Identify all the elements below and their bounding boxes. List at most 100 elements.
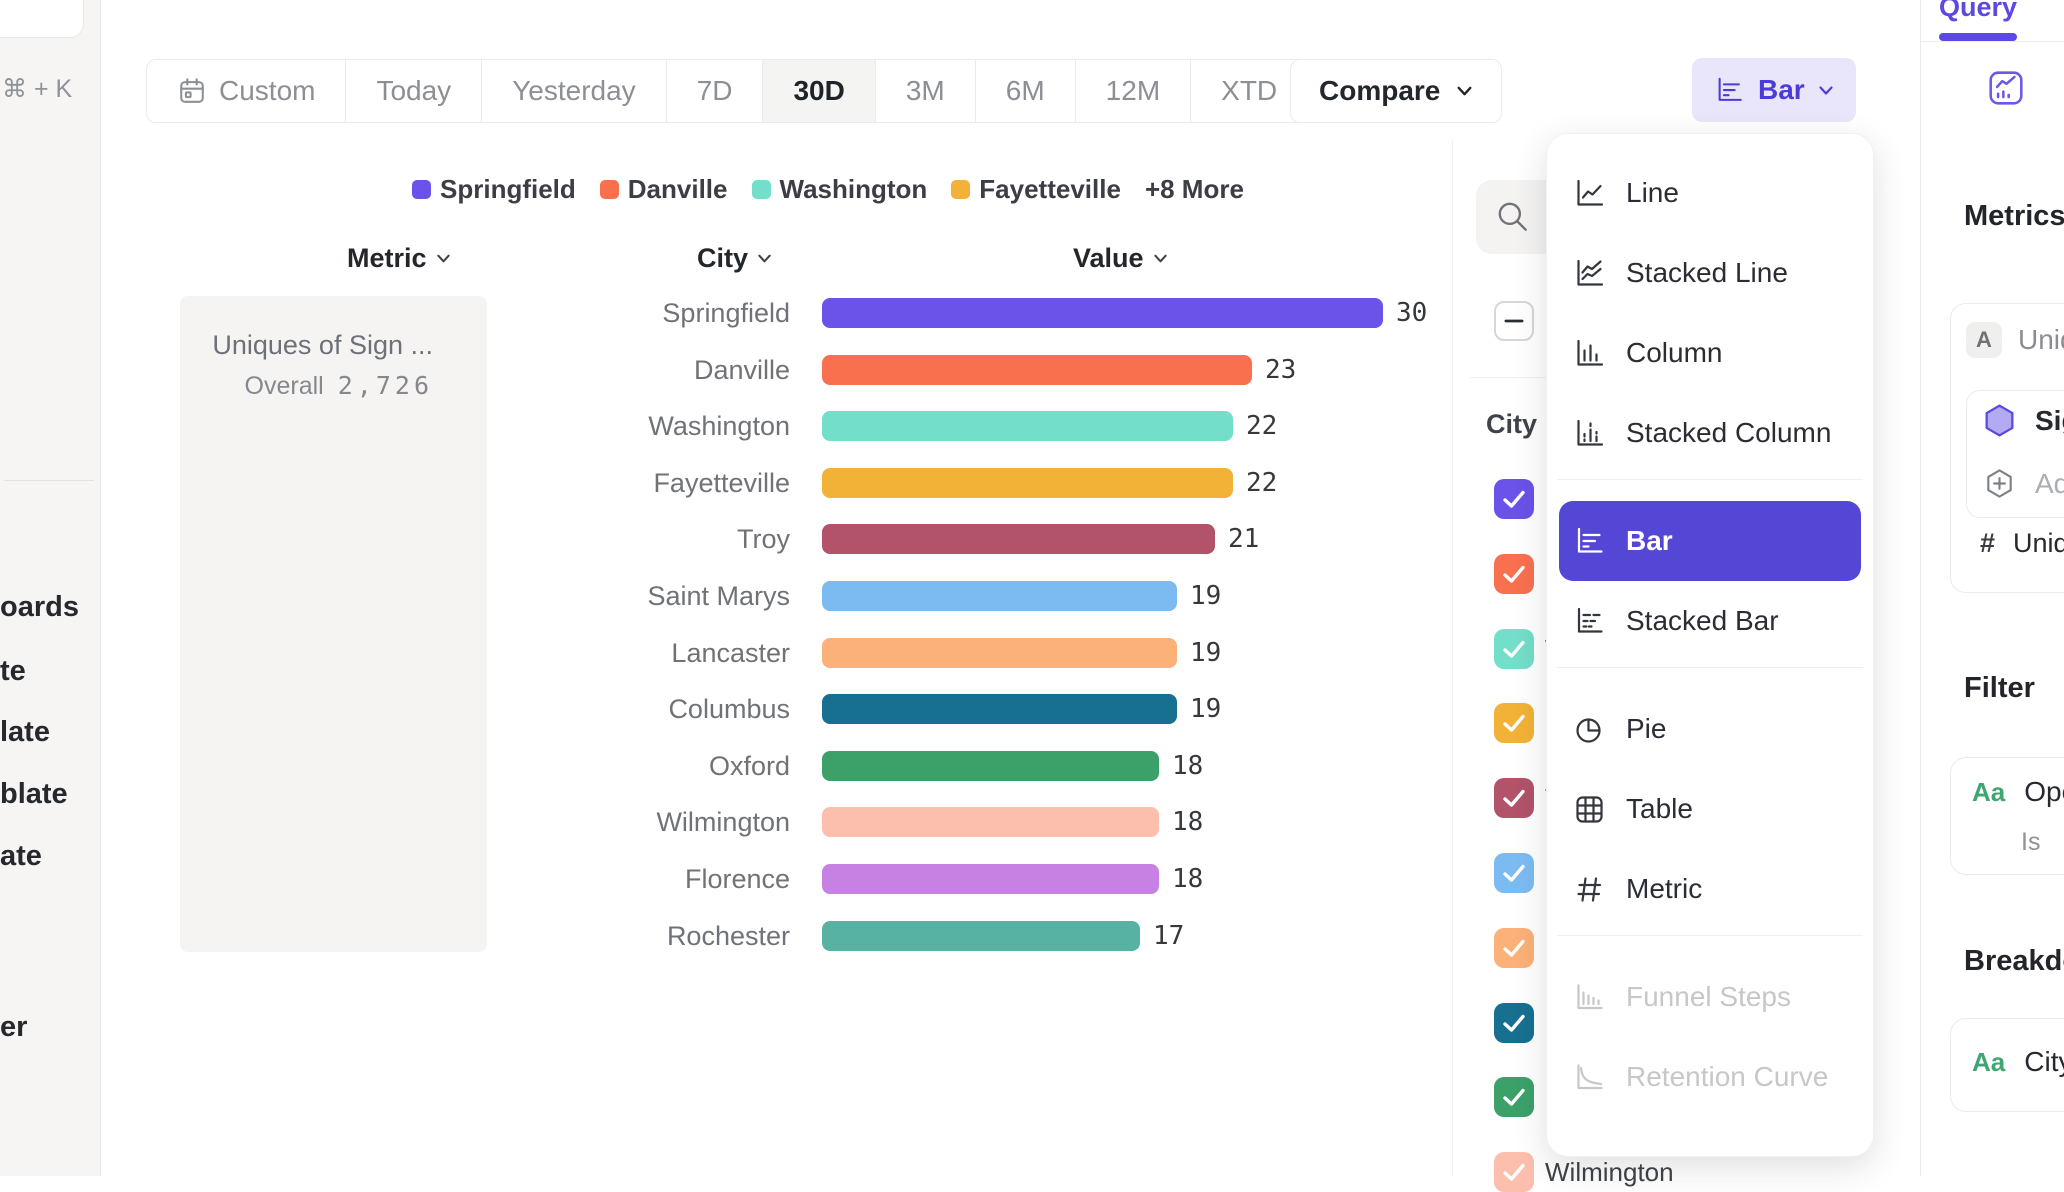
aggregation-row[interactable]: # Uniqu [1980,528,2064,559]
city-checkbox-saint-marys[interactable] [1494,853,1534,893]
rail-item-oards[interactable]: oards [0,591,79,623]
menu-item-table[interactable]: Table [1559,769,1861,849]
menu-item-line[interactable]: Line [1559,153,1861,233]
breakdown-property-name: City [2024,1046,2064,1077]
bar-florence[interactable] [822,864,1159,894]
filter-card[interactable] [1950,757,2064,875]
bar-springfield[interactable] [822,298,1383,328]
city-checkbox-oxford[interactable] [1494,1077,1534,1117]
menu-item-pie[interactable]: Pie [1559,689,1861,769]
metrics-header: Metrics [1964,200,2064,232]
date-range-7d[interactable]: 7D [665,60,763,122]
city-checkbox-columbus[interactable] [1494,1003,1534,1043]
city-checkbox-washington[interactable] [1494,629,1534,669]
compare-button[interactable]: Compare [1290,59,1503,123]
legend-item-danville[interactable]: Danville [599,174,728,205]
insights-chart-icon[interactable] [1987,69,2025,107]
category-label: Fayetteville [653,467,790,498]
metric-summary-card[interactable]: Uniques of Sign ... Overall 2,726 [180,296,487,952]
bar-lancaster[interactable] [822,638,1177,668]
rail-search-box[interactable] [0,0,84,38]
date-range-custom[interactable]: Custom [147,60,345,122]
legend-item-springfield[interactable]: Springfield [412,174,576,205]
bar-washington[interactable] [822,411,1233,441]
date-range-30d[interactable]: 30D [762,60,875,122]
value-label: 18 [1172,864,1204,894]
city-checkbox-wilmington[interactable] [1494,1152,1534,1192]
date-range-today[interactable]: Today [345,60,481,122]
rail-item-te[interactable]: te [0,655,26,687]
category-label: Washington [648,410,790,441]
legend-label: Danville [627,174,728,204]
city-checkbox-lancaster[interactable] [1494,928,1534,968]
aggregation-label: Uniqu [2013,528,2064,558]
menu-item-stacked-bar[interactable]: Stacked Bar [1559,581,1861,661]
bar-troy[interactable] [822,524,1215,554]
menu-item-metric[interactable]: Metric [1559,849,1861,929]
bar-rochester[interactable] [822,921,1140,951]
rail-item-er[interactable]: er [0,1011,28,1043]
column-header-value[interactable]: Value [1073,243,1168,274]
chart-row-washington: Washington 22 [500,398,1450,454]
checkmark-icon [1494,479,1534,519]
event-card[interactable] [1966,390,2064,518]
rail-item-blate[interactable]: blate [0,778,68,810]
menu-item-bar[interactable]: Bar [1559,501,1861,581]
retention-curve-icon [1573,1061,1606,1094]
checkmark-icon [1494,853,1534,893]
event-hexagon-icon [1985,404,2014,437]
date-range-6m[interactable]: 6M [974,60,1075,122]
pie-chart-icon [1573,713,1606,746]
menu-item-stacked-column[interactable]: Stacked Column [1559,393,1861,473]
rail-item-ate[interactable]: ate [0,840,42,872]
add-event-row[interactable]: Ad [1982,466,2064,501]
column-header-city[interactable]: City [697,243,772,274]
filter-value: i [2062,828,2064,857]
column-header-metric[interactable]: Metric [347,243,451,274]
legend-item-washington[interactable]: Washington [751,174,927,205]
breakdown-card[interactable] [1950,1018,2064,1112]
menu-divider [1557,935,1863,936]
metric-row[interactable]: A Uniq [1966,322,2064,358]
city-checkbox-springfield[interactable] [1494,479,1534,519]
bar-saint-marys[interactable] [822,581,1177,611]
chart-row-troy: Troy 21 [500,511,1450,567]
bar-danville[interactable] [822,355,1252,385]
filter-property-row[interactable]: Aa Ope [1972,776,2064,808]
chevron-down-icon [757,253,772,264]
bar-oxford[interactable] [822,751,1159,781]
breakdown-property-row[interactable]: Aa City [1972,1046,2064,1078]
city-checkbox-danville[interactable] [1494,554,1534,594]
app-left-rail: ⌘ + K oards te late blate ate er [0,0,101,1176]
value-label: 17 [1153,921,1185,951]
category-label: Troy [737,523,790,554]
chart-row-rochester: Rochester 17 [500,908,1450,964]
date-range-12m[interactable]: 12M [1074,60,1190,122]
checkmark-icon [1494,629,1534,669]
menu-item-column[interactable]: Column [1559,313,1861,393]
rail-item-late[interactable]: late [0,716,50,748]
legend-more[interactable]: +8 More [1144,174,1244,204]
date-range-3m[interactable]: 3M [874,60,975,122]
chart-type-menu: Line Stacked Line Column Stacked Column Bar S… [1546,133,1874,1157]
menu-item-stacked-line[interactable]: Stacked Line [1559,233,1861,313]
checkmark-icon [1494,778,1534,818]
chart-row-fayetteville: Fayetteville 22 [500,455,1450,511]
chart-type-button[interactable]: Bar [1692,58,1856,122]
bar-fayetteville[interactable] [822,468,1233,498]
event-row[interactable]: Sig [1981,402,2064,439]
date-range-xtd[interactable]: XTD [1190,60,1335,122]
city-checkbox-troy[interactable] [1494,778,1534,818]
date-range-yesterday[interactable]: Yesterday [481,60,666,122]
bar-columbus[interactable] [822,694,1177,724]
filter-property-name: Ope [2024,776,2064,807]
city-checkbox-fayetteville[interactable] [1494,703,1534,743]
filter-operator-row[interactable]: Is i [2021,828,2064,857]
select-all-checkbox[interactable] [1494,301,1534,341]
legend-label: Springfield [440,174,576,204]
legend-item-fayetteville[interactable]: Fayetteville [951,174,1121,205]
bar-wilmington[interactable] [822,807,1159,837]
tab-query[interactable]: Query [1939,0,2018,22]
compare-label: Compare [1319,75,1441,106]
checkmark-icon [1494,554,1534,594]
